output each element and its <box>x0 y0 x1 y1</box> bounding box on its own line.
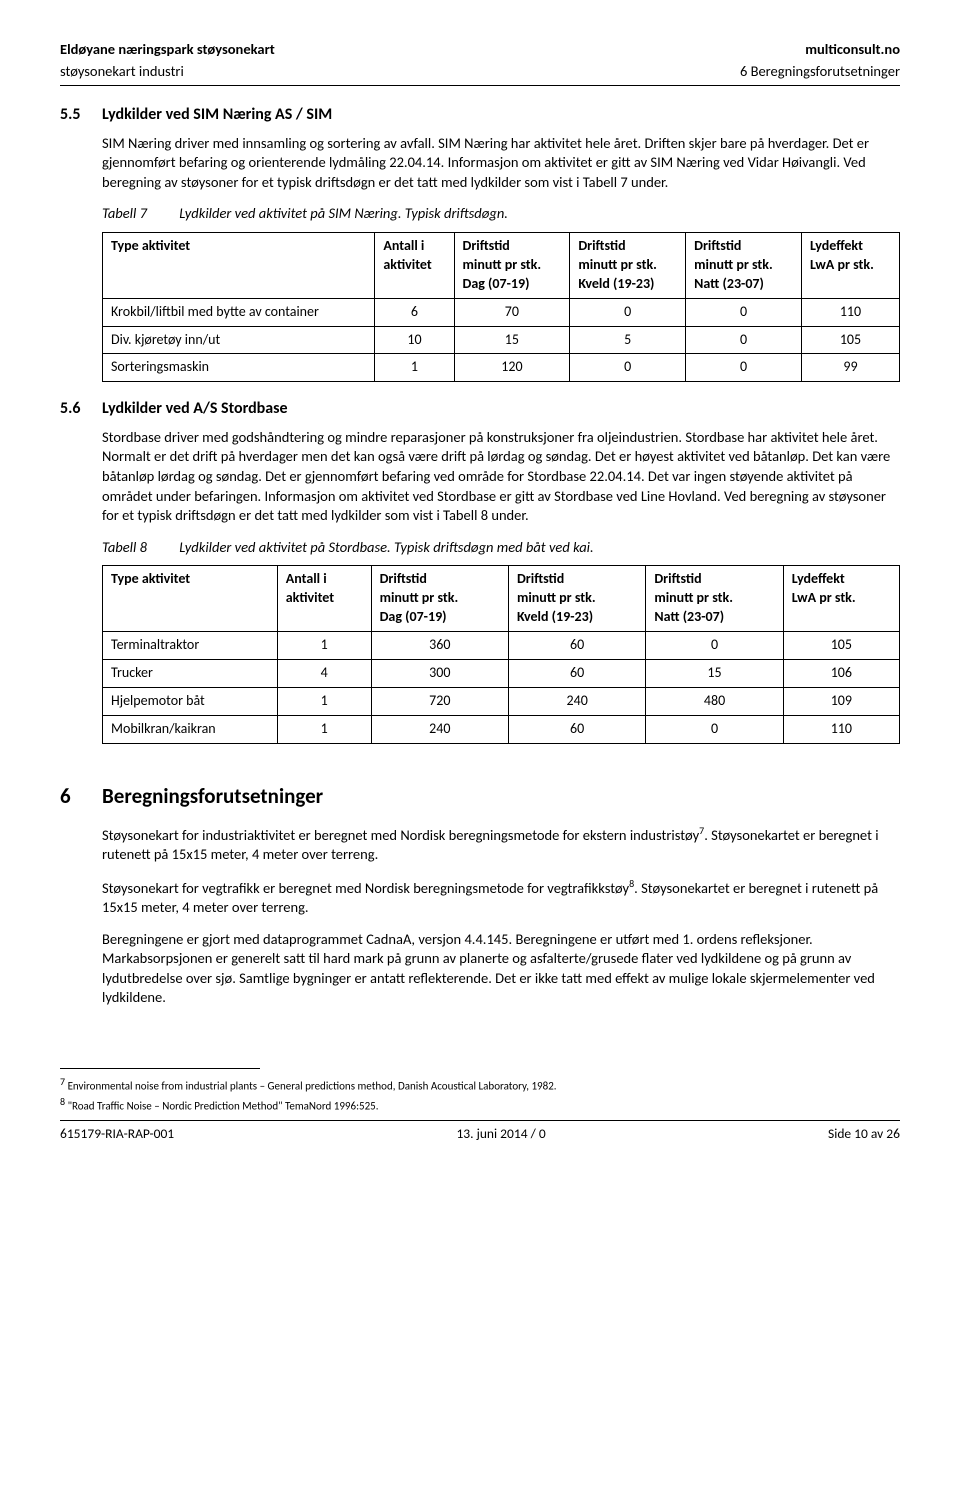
table-row: Sorteringsmaskin 1 120 0 0 99 <box>103 354 900 382</box>
page-footer: 615179-RIA-RAP-001 13. juni 2014 / 0 Sid… <box>60 1120 900 1143</box>
cell: 109 <box>783 687 899 715</box>
chapter-title: Beregningsforutsetninger <box>102 782 323 810</box>
col-header: LydeffektLwA pr stk. <box>783 566 899 632</box>
table-row: Krokbil/liftbil med bytte av container 6… <box>103 298 900 326</box>
section-title: Lydkilder ved A/S Stordbase <box>102 398 288 420</box>
table-7-caption: Tabell 7 Lydkilder ved aktivitet på SIM … <box>102 204 900 224</box>
cell: 240 <box>508 687 645 715</box>
cell: 6 <box>375 298 454 326</box>
cell: 0 <box>646 631 783 659</box>
section-number: 5.5 <box>60 104 102 126</box>
chapter-6-p2: Støysonekart for vegtrafikk er beregnet … <box>102 877 900 918</box>
cell: 10 <box>375 326 454 354</box>
cell: 300 <box>371 659 508 687</box>
table-header-row: Type aktivitet Antall iaktivitet Driftst… <box>103 232 900 298</box>
table-8-caption: Tabell 8 Lydkilder ved aktivitet på Stor… <box>102 538 900 558</box>
cell: 15 <box>646 659 783 687</box>
cell: 0 <box>646 715 783 743</box>
footnotes-block: 7 Environmental noise from industrial pl… <box>60 1075 900 1114</box>
cell: Trucker <box>103 659 278 687</box>
page-header: Eldøyane næringspark støysonekart multic… <box>60 40 900 86</box>
cell: 106 <box>783 659 899 687</box>
cell: Hjelpemotor båt <box>103 687 278 715</box>
cell: 1 <box>277 715 371 743</box>
cell: 99 <box>801 354 899 382</box>
cell: 110 <box>783 715 899 743</box>
col-header: Driftstidminutt pr stk.Kveld (19-23) <box>570 232 686 298</box>
cell: 4 <box>277 659 371 687</box>
cell: 70 <box>454 298 570 326</box>
cell: 1 <box>375 354 454 382</box>
table-row: Terminaltraktor 1 360 60 0 105 <box>103 631 900 659</box>
cell: 1 <box>277 687 371 715</box>
footer-page-number: Side 10 av 26 <box>828 1125 900 1143</box>
cell: 240 <box>371 715 508 743</box>
footer-date: 13. juni 2014 / 0 <box>456 1125 545 1143</box>
cell: 0 <box>686 354 802 382</box>
cell: 5 <box>570 326 686 354</box>
chapter-6-p1: Støysonekart for industriaktivitet er be… <box>102 824 900 865</box>
chapter-number: 6 <box>60 782 102 810</box>
section-number: 5.6 <box>60 398 102 420</box>
footnote-separator <box>60 1068 260 1073</box>
cell: Krokbil/liftbil med bytte av container <box>103 298 375 326</box>
table-label: Tabell 7 <box>102 204 176 224</box>
chapter-6-p3: Beregningene er gjort med dataprogrammet… <box>102 930 900 1008</box>
header-title-right: multiconsult.no <box>805 40 900 60</box>
col-header: Driftstidminutt pr stk.Dag (07-19) <box>371 566 508 632</box>
table-row: Trucker 4 300 60 15 106 <box>103 659 900 687</box>
table-row: Div. kjøretøy inn/ut 10 15 5 0 105 <box>103 326 900 354</box>
chapter-6-heading: 6 Beregningsforutsetninger <box>60 782 900 810</box>
cell: 1 <box>277 631 371 659</box>
cell: 0 <box>570 298 686 326</box>
table-header-row: Type aktivitet Antall iaktivitet Driftst… <box>103 566 900 632</box>
cell: 105 <box>783 631 899 659</box>
cell: 60 <box>508 715 645 743</box>
table-8: Type aktivitet Antall iaktivitet Driftst… <box>102 565 900 743</box>
cell: 60 <box>508 659 645 687</box>
header-sub-left: støysonekart industri <box>60 62 184 82</box>
section-5-5-heading: 5.5 Lydkilder ved SIM Næring AS / SIM <box>60 104 900 126</box>
table-caption-text: Lydkilder ved aktivitet på SIM Næring. T… <box>179 204 508 222</box>
section-title: Lydkilder ved SIM Næring AS / SIM <box>102 104 332 126</box>
cell: Mobilkran/kaikran <box>103 715 278 743</box>
header-sub-right: 6 Beregningsforutsetninger <box>740 62 900 82</box>
col-header: Antall iaktivitet <box>277 566 371 632</box>
col-header: Driftstidminutt pr stk.Dag (07-19) <box>454 232 570 298</box>
cell: Terminaltraktor <box>103 631 278 659</box>
section-5-6-heading: 5.6 Lydkilder ved A/S Stordbase <box>60 398 900 420</box>
table-row: Mobilkran/kaikran 1 240 60 0 110 <box>103 715 900 743</box>
section-5-6-paragraph: Stordbase driver med godshåndtering og m… <box>102 428 900 526</box>
cell: 105 <box>801 326 899 354</box>
cell: 120 <box>454 354 570 382</box>
section-5-5-paragraph: SIM Næring driver med innsamling og sort… <box>102 134 900 193</box>
col-header: Type aktivitet <box>103 232 375 298</box>
cell: 60 <box>508 631 645 659</box>
footnote-7: 7 Environmental noise from industrial pl… <box>60 1075 900 1095</box>
cell: 15 <box>454 326 570 354</box>
cell: 0 <box>686 298 802 326</box>
cell: 360 <box>371 631 508 659</box>
table-label: Tabell 8 <box>102 538 176 558</box>
footer-doc-id: 615179-RIA-RAP-001 <box>60 1125 174 1143</box>
table-7: Type aktivitet Antall iaktivitet Driftst… <box>102 232 900 382</box>
col-header: LydeffektLwA pr stk. <box>801 232 899 298</box>
cell: 480 <box>646 687 783 715</box>
col-header: Type aktivitet <box>103 566 278 632</box>
table-caption-text: Lydkilder ved aktivitet på Stordbase. Ty… <box>179 538 593 556</box>
footnote-8: 8 "Road Traffic Noise – Nordic Predictio… <box>60 1095 900 1115</box>
table-row: Hjelpemotor båt 1 720 240 480 109 <box>103 687 900 715</box>
cell: 0 <box>570 354 686 382</box>
col-header: Driftstidminutt pr stk.Natt (23-07) <box>646 566 783 632</box>
cell: Sorteringsmaskin <box>103 354 375 382</box>
cell: Div. kjøretøy inn/ut <box>103 326 375 354</box>
col-header: Driftstidminutt pr stk.Kveld (19-23) <box>508 566 645 632</box>
cell: 110 <box>801 298 899 326</box>
cell: 720 <box>371 687 508 715</box>
cell: 0 <box>686 326 802 354</box>
col-header: Driftstidminutt pr stk.Natt (23-07) <box>686 232 802 298</box>
header-title-left: Eldøyane næringspark støysonekart <box>60 40 275 60</box>
col-header: Antall iaktivitet <box>375 232 454 298</box>
